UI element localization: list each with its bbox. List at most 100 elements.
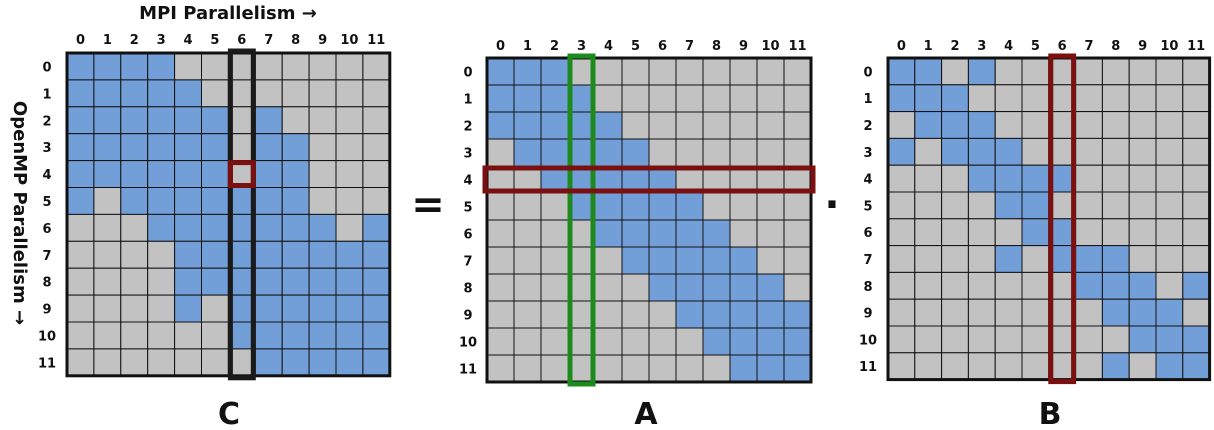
matrix-c-cell [335, 348, 364, 377]
matrix-c-cell [281, 240, 310, 269]
matrix-b-cell [1128, 352, 1157, 381]
matrix-a-cell [783, 192, 812, 221]
matrix-c-cell [308, 213, 337, 242]
matrix-c-cell [120, 294, 149, 323]
matrix-c-cell [93, 133, 122, 162]
matrix-c-cell [147, 348, 176, 377]
matrix-a-cell [729, 246, 758, 275]
matrix-c-cell [308, 267, 337, 296]
matrix-a-cell [756, 327, 785, 356]
matrix-a-cell [486, 354, 515, 383]
matrix-c-cell [120, 321, 149, 350]
matrix-c-cell [335, 160, 364, 189]
matrix-a-cell [675, 111, 704, 140]
matrix-b-cell [914, 325, 943, 354]
matrix-c-cell [362, 52, 391, 81]
matrix-b-cell [1075, 191, 1103, 220]
matrix-b-cell [1128, 164, 1157, 193]
matrix-b-row-index: 2 [863, 119, 872, 134]
matrix-a-cell [648, 273, 677, 302]
matrix-c-cell [201, 106, 229, 135]
matrix-c-cell [335, 240, 364, 269]
matrix-a-cell [540, 192, 569, 221]
matrix-a-cell [675, 84, 704, 113]
matrix-c-cell [362, 213, 391, 242]
matrix-a-cell [621, 246, 650, 275]
matrix-a-cell [594, 138, 623, 167]
matrix-c-cell [308, 348, 337, 377]
matrix-a-cell [783, 57, 812, 86]
matrix-c-cell [201, 213, 229, 242]
matrix-c-col-index: 8 [291, 33, 300, 48]
matrix-a-cell [486, 111, 515, 140]
matrix-b-cell [887, 191, 916, 220]
matrix-c-cell [174, 160, 203, 189]
matrix-b-cell [914, 218, 943, 247]
matrix-c-col-index: 10 [340, 33, 358, 48]
matrix-b-cell [1182, 137, 1211, 166]
matrix-c-cell [362, 240, 391, 269]
matrix-c-cell [174, 79, 203, 108]
matrix-b-cell [967, 325, 996, 354]
matrix-c-cell [362, 321, 391, 350]
matrix-b-cell [994, 271, 1023, 300]
matrix-c-row-index: 3 [42, 141, 51, 156]
matrix-a-cell [648, 219, 677, 248]
matrix-c-cell [174, 187, 203, 215]
matrix-a-row-index: 3 [463, 147, 472, 162]
matrix-b-cell [1182, 57, 1211, 86]
matrix-a-cell [675, 273, 704, 302]
matrix-c-cell [201, 267, 229, 296]
matrix-b-cell [1021, 352, 1050, 381]
matrix-a-cell [594, 57, 623, 86]
matrix-a-row-index: 0 [463, 66, 472, 81]
matrix-a-cell [513, 219, 542, 248]
matrix-b-cell [941, 137, 969, 166]
matrix-b-cell [1075, 298, 1103, 327]
matrix-b-col-index: 9 [1138, 39, 1147, 54]
matrix-b-cell [1101, 352, 1130, 381]
matrix-b-cell [967, 352, 996, 381]
matrix-c-cell [66, 160, 95, 189]
matrix-b-cell [1155, 325, 1184, 354]
matrix-a-col-index: 1 [523, 39, 532, 54]
matrix-a-row-index: 8 [463, 282, 472, 297]
matrix-a-row-index: 5 [463, 201, 472, 216]
matrix-c-cell [120, 213, 149, 242]
matrix-a-cell [756, 354, 785, 383]
multiplication-dot: · [824, 182, 839, 228]
matrix-b-cell [1075, 57, 1103, 86]
matrix-a-border [485, 56, 813, 384]
matrix-c-cell [308, 294, 337, 323]
matrix-b-cell [1075, 84, 1103, 113]
matrix-a-cell [729, 57, 758, 86]
matrix-c-cell [281, 294, 310, 323]
matrix-a-cell [702, 327, 731, 356]
matrix-b-cell [994, 137, 1023, 166]
matrix-c-cell [254, 321, 283, 350]
matrix-c-cell [308, 240, 337, 269]
matrix-a-cell [783, 300, 812, 329]
matrix-a-cell [675, 219, 704, 248]
matrix-a-cell [729, 192, 758, 221]
matrix-b-cell [967, 137, 996, 166]
matrix-b-cell [1101, 218, 1130, 247]
matrix-a-cell [702, 273, 731, 302]
matrix-a-cell [756, 273, 785, 302]
matrix-a-cell [783, 111, 812, 140]
matrix-a-cell [486, 246, 515, 275]
matrix-b-cell [941, 57, 969, 86]
matrix-c-cell [147, 106, 176, 135]
matrix-c-cell [335, 52, 364, 81]
matrix-a-cell [540, 138, 569, 167]
matrix-a-cell [783, 354, 812, 383]
matrix-c-cell [281, 348, 310, 377]
matrix-b-col-index: 5 [1031, 39, 1040, 54]
matrix-b-cell [1128, 84, 1157, 113]
matrix-b-cell [941, 352, 969, 381]
matrix-b-cell [1155, 218, 1184, 247]
matrix-a-cell [648, 246, 677, 275]
matrix-a-cell [756, 57, 785, 86]
matrix-c-cell [174, 321, 203, 350]
matrix-b-cell [1155, 57, 1184, 86]
